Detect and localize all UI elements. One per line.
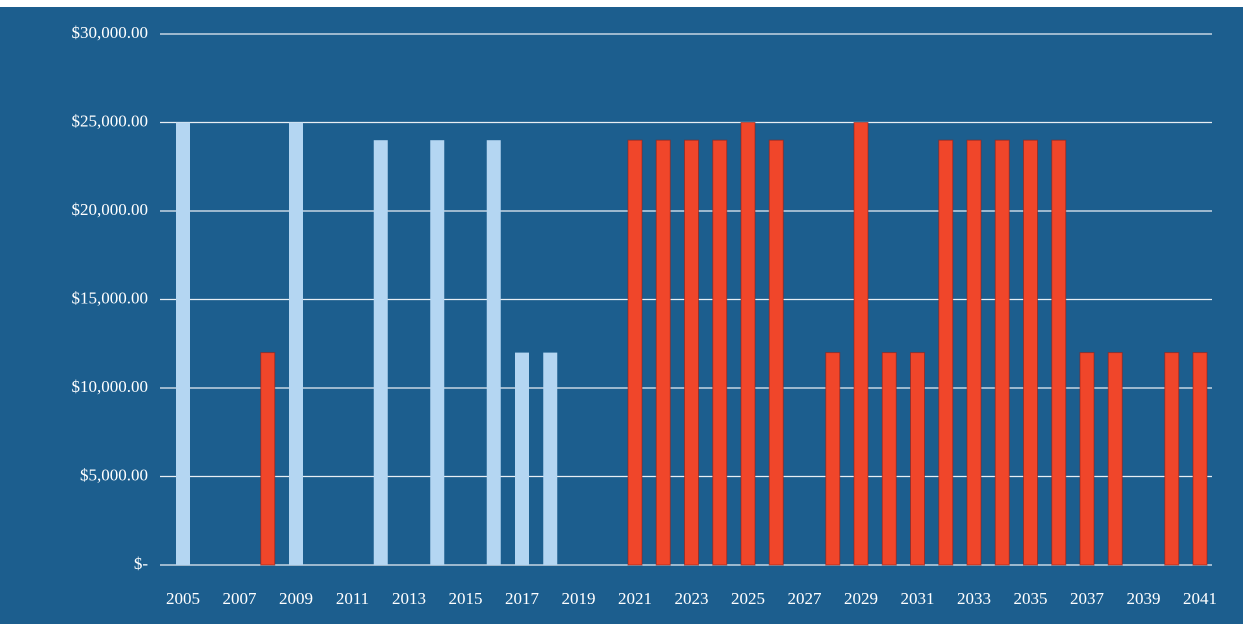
bar	[543, 352, 558, 565]
y-tick-label: $5,000.00	[80, 465, 148, 484]
y-tick-label: $15,000.00	[72, 288, 149, 307]
bar	[966, 139, 982, 566]
bar	[1107, 352, 1123, 566]
x-tick-label: 2021	[618, 589, 652, 608]
bar	[1023, 139, 1038, 566]
bar	[1192, 352, 1208, 566]
x-tick-label: 2033	[957, 589, 991, 608]
bar	[740, 122, 756, 566]
bar	[712, 139, 728, 566]
x-tick-label: 2039	[1127, 589, 1161, 608]
bar	[994, 139, 1010, 566]
x-tick-label: 2019	[562, 589, 596, 608]
bar	[1164, 352, 1180, 566]
bar	[853, 122, 869, 566]
x-tick-label: 2015	[449, 589, 483, 608]
y-tick-label: $30,000.00	[72, 23, 149, 42]
x-tick-label: 2023	[675, 589, 709, 608]
x-tick-label: 2005	[166, 589, 200, 608]
x-tick-label: 2011	[336, 589, 369, 608]
x-tick-label: 2013	[392, 589, 426, 608]
x-tick-label: 2029	[844, 589, 878, 608]
bar	[684, 139, 699, 566]
y-tick-label: $10,000.00	[72, 377, 149, 396]
bar	[430, 140, 445, 565]
x-tick-label: 2031	[901, 589, 935, 608]
bar	[910, 352, 925, 566]
bar	[1051, 139, 1067, 566]
bar	[289, 122, 303, 565]
y-tick-label: $20,000.00	[72, 200, 149, 219]
bar	[176, 122, 190, 565]
x-tick-label: 2017	[505, 589, 540, 608]
x-tick-label: 2037	[1070, 589, 1105, 608]
x-tick-label: 2025	[731, 589, 765, 608]
x-tick-label: 2007	[223, 589, 258, 608]
bar	[938, 139, 954, 566]
bar	[627, 139, 643, 566]
y-tick-label: $25,000.00	[72, 111, 149, 130]
x-tick-label: 2035	[1014, 589, 1048, 608]
bar	[373, 140, 388, 565]
bar	[260, 352, 276, 566]
bar	[825, 352, 841, 566]
bar	[486, 140, 501, 565]
x-tick-label: 2041	[1183, 589, 1217, 608]
x-tick-label: 2009	[279, 589, 313, 608]
y-tick-label: $-	[134, 554, 149, 573]
bar	[881, 352, 897, 566]
top-strip	[0, 0, 1243, 7]
bar	[768, 139, 784, 566]
bar	[515, 352, 529, 565]
bar	[655, 139, 671, 566]
x-tick-label: 2027	[788, 589, 823, 608]
bar	[1079, 352, 1095, 566]
